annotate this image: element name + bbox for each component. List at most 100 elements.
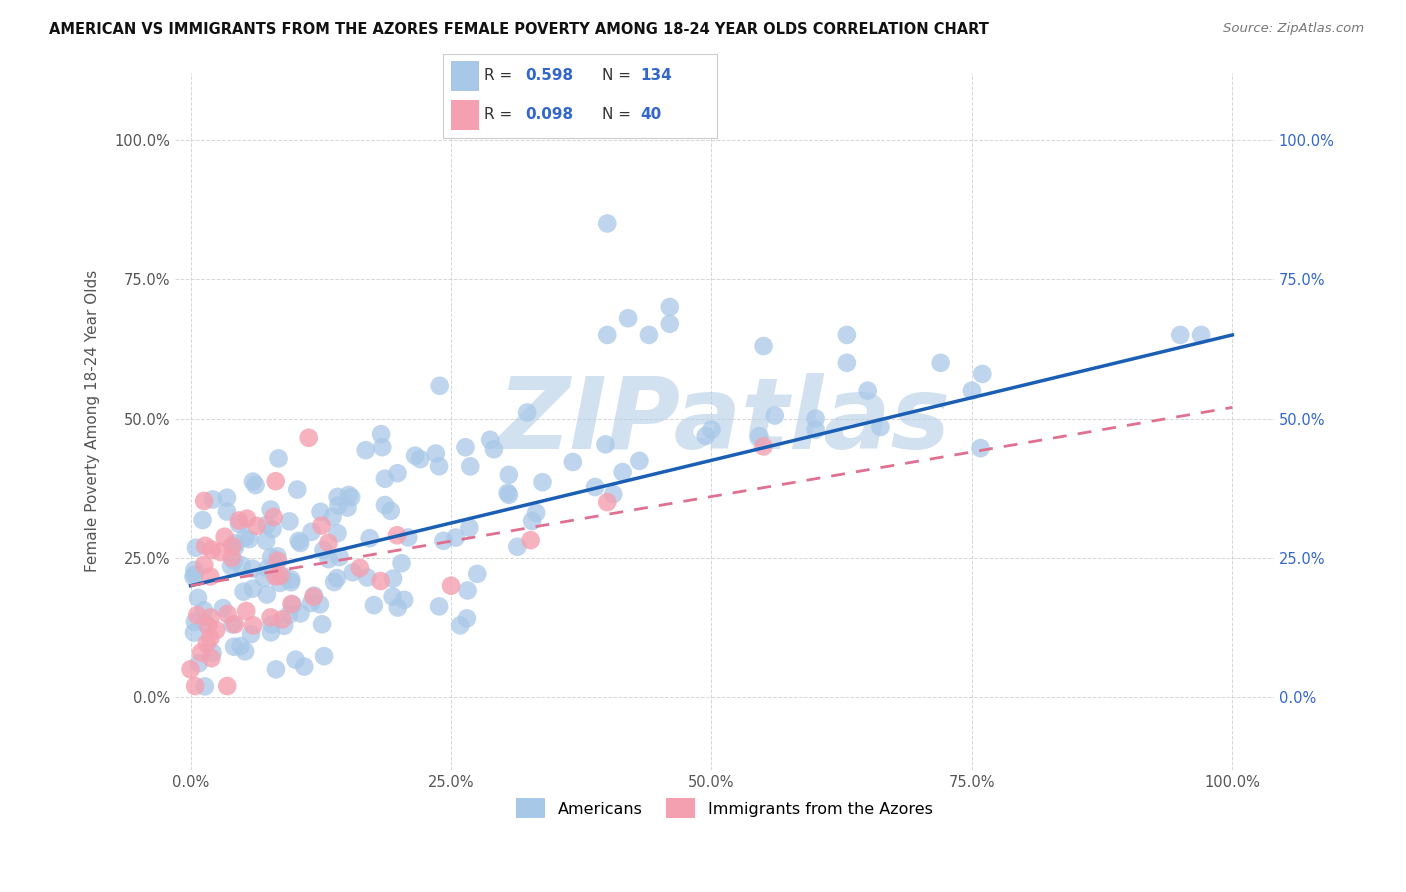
Point bbox=[246, 519, 269, 533]
Point bbox=[404, 449, 426, 463]
Point bbox=[231, 558, 253, 573]
Point bbox=[187, 591, 209, 605]
Legend: Americans, Immigrants from the Azores: Americans, Immigrants from the Azores bbox=[510, 792, 939, 824]
Point bbox=[183, 570, 205, 584]
Point bbox=[337, 488, 360, 502]
Point bbox=[617, 311, 640, 326]
Point bbox=[193, 603, 215, 617]
Point bbox=[298, 431, 321, 445]
Point bbox=[1168, 327, 1191, 342]
Point bbox=[520, 514, 543, 528]
Point bbox=[254, 534, 277, 549]
Point bbox=[271, 569, 294, 583]
Point bbox=[695, 429, 717, 443]
Point bbox=[748, 429, 770, 443]
Point bbox=[432, 533, 454, 548]
Text: AMERICAN VS IMMIGRANTS FROM THE AZORES FEMALE POVERTY AMONG 18-24 YEAR OLDS CORR: AMERICAN VS IMMIGRANTS FROM THE AZORES F… bbox=[49, 22, 988, 37]
Point bbox=[186, 608, 208, 623]
Point bbox=[187, 657, 209, 671]
Point bbox=[387, 467, 409, 481]
Point bbox=[323, 575, 346, 590]
Point bbox=[191, 513, 214, 527]
Point bbox=[374, 472, 396, 486]
Point bbox=[201, 542, 224, 557]
Point bbox=[269, 568, 291, 582]
Point bbox=[329, 550, 352, 565]
Point bbox=[224, 541, 246, 555]
Point bbox=[193, 558, 215, 572]
Point bbox=[387, 600, 409, 615]
Point bbox=[278, 607, 301, 622]
Point bbox=[456, 611, 478, 625]
Point bbox=[200, 651, 222, 665]
Point bbox=[266, 549, 288, 564]
Point bbox=[427, 599, 450, 614]
Point bbox=[194, 616, 217, 631]
Point bbox=[396, 531, 419, 545]
Point bbox=[256, 588, 278, 602]
Point bbox=[205, 624, 228, 638]
Point bbox=[260, 550, 283, 565]
Point bbox=[326, 526, 349, 541]
Point bbox=[602, 487, 624, 501]
Point bbox=[519, 533, 541, 548]
Point bbox=[371, 440, 394, 454]
Point bbox=[217, 679, 239, 693]
Point bbox=[516, 405, 538, 419]
Bar bbox=[451, 100, 478, 130]
Point bbox=[700, 423, 723, 437]
Text: N =: N = bbox=[602, 107, 636, 122]
Point bbox=[193, 494, 215, 508]
Point bbox=[228, 514, 250, 528]
Point bbox=[245, 478, 267, 492]
Point bbox=[190, 646, 212, 660]
Point bbox=[292, 659, 315, 673]
Point bbox=[242, 475, 264, 489]
Point bbox=[628, 454, 651, 468]
Point bbox=[260, 625, 283, 640]
Point bbox=[229, 639, 252, 653]
Point bbox=[290, 536, 312, 550]
Point bbox=[370, 574, 392, 588]
Point bbox=[638, 327, 661, 342]
Point bbox=[214, 530, 236, 544]
Point bbox=[253, 571, 276, 585]
Point bbox=[221, 539, 243, 553]
Point bbox=[763, 409, 786, 423]
Point bbox=[311, 617, 333, 632]
Point bbox=[409, 452, 432, 467]
Point bbox=[194, 679, 217, 693]
Point bbox=[309, 598, 332, 612]
Point bbox=[200, 569, 222, 583]
Point bbox=[285, 483, 308, 497]
Point bbox=[322, 509, 344, 524]
Point bbox=[318, 552, 340, 566]
Point bbox=[228, 516, 250, 531]
Text: 40: 40 bbox=[640, 107, 662, 122]
Point bbox=[318, 536, 340, 550]
Point bbox=[612, 465, 634, 479]
Text: R =: R = bbox=[484, 68, 517, 83]
Point bbox=[392, 593, 415, 607]
Point bbox=[583, 480, 606, 494]
Point bbox=[342, 566, 364, 580]
Point bbox=[440, 579, 463, 593]
Point bbox=[458, 459, 481, 474]
Point bbox=[359, 531, 381, 545]
Point bbox=[972, 367, 994, 381]
Point bbox=[425, 446, 447, 460]
Point bbox=[596, 217, 619, 231]
Point bbox=[280, 575, 302, 590]
Point bbox=[232, 584, 254, 599]
Point bbox=[290, 607, 312, 621]
Point bbox=[212, 601, 235, 615]
Point bbox=[457, 583, 479, 598]
Point bbox=[349, 561, 371, 575]
Text: N =: N = bbox=[602, 68, 636, 83]
Point bbox=[287, 533, 309, 548]
Point bbox=[217, 607, 239, 621]
Point bbox=[804, 423, 827, 437]
Point bbox=[835, 356, 858, 370]
Point bbox=[374, 498, 396, 512]
Point bbox=[262, 522, 284, 536]
